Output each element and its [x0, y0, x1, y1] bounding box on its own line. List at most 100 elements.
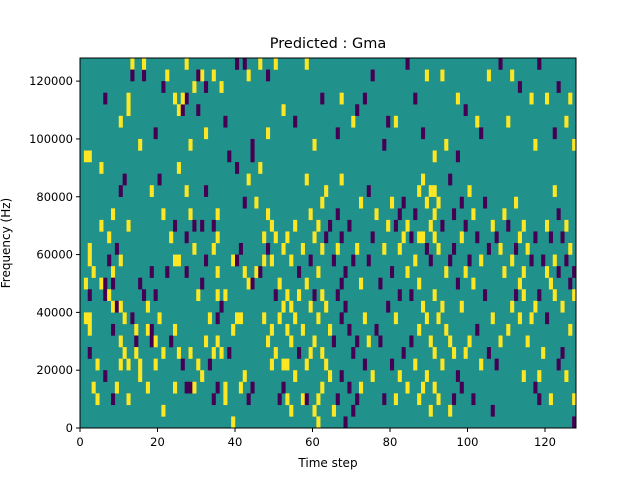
heatmap-cell-low: [397, 208, 402, 221]
heatmap-cell-high: [568, 243, 573, 255]
heatmap-cell-high: [517, 312, 522, 325]
heatmap-cell-high: [541, 347, 546, 359]
heatmap-cell-low: [572, 266, 577, 278]
heatmap-cell-low: [227, 150, 232, 163]
heatmap-cell-high: [223, 393, 228, 406]
heatmap-cell-high: [204, 127, 209, 140]
heatmap-cell-low: [335, 208, 340, 221]
heatmap-cell-low: [103, 92, 108, 105]
heatmap-cell-high: [126, 393, 131, 406]
heatmap-cell-high: [312, 138, 317, 151]
heatmap-cell-low: [355, 393, 360, 406]
heatmap-cell-high: [176, 254, 181, 267]
heatmap-cell-high: [397, 370, 402, 382]
heatmap-cell-high: [428, 219, 433, 232]
heatmap-cell-high: [87, 243, 92, 255]
heatmap-cell-low: [355, 104, 360, 117]
heatmap-cell-low: [409, 231, 414, 244]
heatmap-cell-high: [122, 347, 127, 359]
heatmap-cell-high: [316, 266, 321, 278]
heatmap-cell-low: [517, 81, 522, 93]
heatmap-cell-low: [87, 347, 92, 359]
heatmap-cell-high: [266, 335, 271, 348]
heatmap-cell-low: [297, 266, 302, 278]
heatmap-cell-low: [343, 416, 348, 429]
heatmap-cell-low: [452, 393, 457, 406]
heatmap-cell-high: [188, 208, 193, 221]
heatmap-cell-low: [401, 196, 406, 209]
heatmap-cell-high: [324, 300, 329, 313]
heatmap-cell-low: [374, 323, 379, 336]
heatmap-cell-high: [424, 196, 429, 209]
heatmap-cell-low: [169, 335, 174, 348]
heatmap-cell-low: [173, 219, 178, 232]
heatmap-cell-high: [242, 370, 247, 382]
heatmap-cell-low: [471, 393, 476, 406]
heatmap-cell-high: [335, 243, 340, 255]
heatmap-cell-low: [335, 127, 340, 140]
heatmap-cell-high: [285, 231, 290, 244]
heatmap-cell-high: [324, 185, 329, 197]
heatmap-cell-low: [111, 323, 116, 336]
heatmap-cell-high: [359, 196, 364, 209]
heatmap-cell-high: [304, 358, 309, 371]
heatmap-cell-high: [285, 393, 290, 406]
heatmap-cell-high: [529, 92, 534, 105]
heatmap-cell-low: [111, 393, 116, 406]
heatmap-cell-high: [417, 393, 422, 406]
heatmap-cell-low: [328, 219, 333, 232]
heatmap-cell-low: [463, 219, 468, 232]
heatmap-cell-low: [331, 335, 336, 348]
heatmap-cell-high: [242, 266, 247, 278]
heatmap-cell-high: [223, 381, 228, 394]
heatmap-cell-high: [200, 69, 205, 82]
heatmap-cell-high: [498, 243, 503, 255]
heatmap-cell-low: [475, 231, 480, 244]
heatmap-cell-high: [273, 347, 278, 359]
heatmap-cell-low: [455, 277, 460, 290]
heatmap-cell-low: [506, 219, 511, 232]
heatmap-cell-low: [537, 393, 542, 406]
heatmap-cell-high: [440, 358, 445, 371]
heatmap-cell-low: [324, 231, 329, 244]
heatmap-cell-high: [424, 69, 429, 82]
heatmap-cell-high: [173, 254, 178, 267]
heatmap-cell-high: [304, 58, 309, 70]
heatmap-cell-low: [242, 196, 247, 209]
heatmap-cell-high: [118, 358, 123, 371]
heatmap-cell-high: [134, 347, 139, 359]
heatmap-cell-high: [83, 150, 88, 163]
heatmap-cell-high: [281, 104, 286, 117]
heatmap-cell-low: [556, 81, 561, 93]
heatmap-cell-high: [393, 393, 398, 406]
heatmap-cell-high: [153, 335, 158, 348]
y-tick-label: 80000: [36, 190, 73, 204]
heatmap-cell-high: [533, 300, 538, 313]
heatmap-cell-low: [479, 127, 484, 140]
heatmap-cell-high: [95, 393, 100, 406]
heatmap-cell-high: [262, 254, 267, 267]
heatmap-cell-high: [564, 370, 569, 382]
heatmap-cell-high: [130, 58, 135, 70]
heatmap-cell-high: [545, 219, 550, 232]
heatmap-cell-high: [219, 347, 224, 359]
heatmap-cell-high: [374, 208, 379, 221]
heatmap-cell-low: [428, 254, 433, 267]
heatmap-cell-low: [537, 289, 542, 302]
heatmap-cell-low: [320, 92, 325, 105]
heatmap-cell-low: [483, 196, 488, 209]
heatmap-cell-high: [308, 208, 313, 221]
heatmap-cell-high: [572, 138, 577, 151]
heatmap-cell-low: [250, 150, 255, 163]
heatmap-cell-high: [517, 277, 522, 290]
heatmap-cell-low: [568, 277, 573, 290]
heatmap-cell-high: [138, 138, 143, 151]
heatmap-cell-high: [417, 231, 422, 244]
heatmap-cell-high: [300, 393, 305, 406]
heatmap-cell-high: [215, 289, 220, 302]
heatmap-cell-low: [393, 219, 398, 232]
y-axis-ticks: 0 20000 40000 60000 80000 100000 120000: [29, 74, 80, 435]
heatmap-cell-high: [266, 127, 271, 140]
heatmap-cell-low: [386, 115, 391, 128]
